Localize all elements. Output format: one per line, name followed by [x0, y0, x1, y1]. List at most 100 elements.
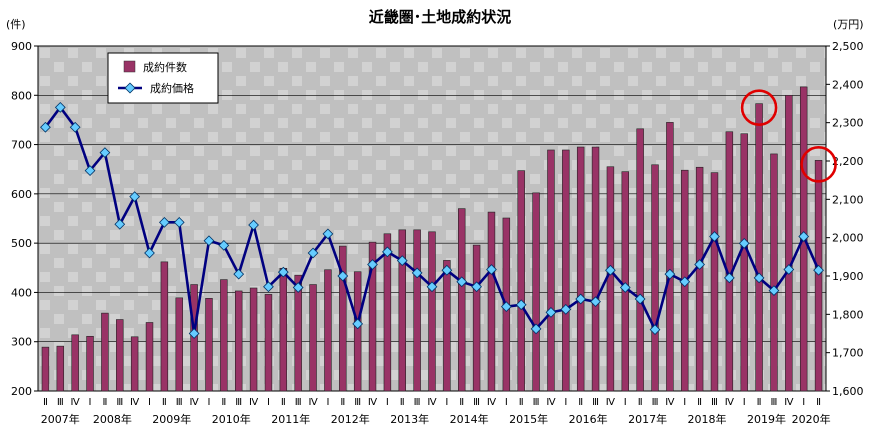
plot-texture-cell [180, 356, 190, 366]
bar [413, 229, 421, 392]
plot-texture-cell [306, 230, 316, 240]
plot-texture-cell [236, 216, 246, 226]
price-point [619, 282, 631, 293]
plot-texture-cell [292, 160, 302, 170]
plot-texture-cell [740, 104, 750, 114]
plot-texture-cell [390, 314, 400, 324]
bar [785, 94, 793, 392]
plot-texture-cell [474, 202, 484, 212]
plot-texture-cell [180, 244, 190, 254]
plot-texture-cell [530, 146, 540, 156]
legend: 成約件数 成約価格 [107, 52, 219, 104]
plot-texture-cell [628, 272, 638, 282]
quarter-label: Ⅰ [445, 397, 448, 408]
year-label: 2010年 [212, 412, 251, 426]
plot-texture-cell [446, 146, 456, 156]
plot-texture-cell [670, 118, 680, 128]
plot-texture-cell [614, 202, 624, 212]
bar [814, 160, 823, 392]
quarter-label: Ⅰ [505, 397, 508, 408]
legend-line-label: 成約価格 [150, 81, 194, 95]
plot-texture-cell [194, 202, 204, 212]
plot-texture-cell [432, 188, 442, 198]
plot-texture-cell [418, 286, 428, 296]
plot-texture-cell [488, 48, 498, 58]
plot-texture-cell [712, 132, 722, 142]
bar [458, 208, 466, 392]
plot-texture-cell [376, 188, 386, 198]
price-point [40, 121, 51, 133]
plot-texture-cell [824, 76, 826, 86]
right-axis-tick-label: 2,200 [832, 155, 864, 168]
plot-texture-cell [656, 48, 666, 58]
year-label: 2017年 [628, 412, 667, 426]
right-axis-unit: (万円) [833, 18, 864, 31]
plot-texture-cell [54, 230, 64, 240]
plot-texture-cell [194, 174, 204, 184]
plot-texture-cell [40, 132, 50, 142]
plot-texture-cell [740, 48, 750, 58]
plot-texture-cell [418, 370, 428, 380]
plot-texture-cell [54, 202, 64, 212]
plot-texture-cell [824, 384, 826, 391]
plot-texture-cell [264, 160, 274, 170]
plot-texture-cell [250, 146, 260, 156]
plot-texture-cell [166, 314, 176, 324]
plot-texture-cell [236, 160, 246, 170]
plot-texture-cell [726, 118, 736, 128]
quarter-label: Ⅳ [784, 397, 794, 408]
plot-texture-cell [600, 272, 610, 282]
price-point [723, 272, 735, 284]
plot-texture-cell [68, 48, 78, 58]
plot-texture-cell [362, 258, 372, 268]
plot-texture-cell [376, 132, 386, 142]
right-axis-tick-label: 1,900 [832, 270, 864, 283]
plot-texture-cell [446, 118, 456, 128]
price-point [515, 299, 527, 311]
plot-texture-cell [306, 146, 316, 156]
plot-texture-cell [68, 328, 78, 338]
plot-texture-cell [124, 216, 134, 226]
plot-texture-cell [796, 76, 806, 86]
bar [710, 172, 719, 392]
quarter-label: Ⅱ [578, 397, 583, 408]
quarter-label: Ⅳ [665, 397, 675, 408]
plot-texture-cell [110, 230, 120, 240]
plot-texture-cell [600, 160, 610, 170]
price-point [411, 267, 423, 279]
bar [101, 312, 109, 392]
quarter-label: Ⅲ [771, 397, 778, 408]
plot-texture-cell [348, 244, 358, 254]
price-point [218, 239, 230, 251]
right-axis-tick-label: 1,600 [832, 385, 864, 398]
bar [547, 149, 555, 392]
plot-texture-cell [642, 202, 652, 212]
plot-texture-cell [684, 132, 694, 142]
plot-texture-cell [222, 174, 232, 184]
quarter-label: Ⅱ [102, 397, 107, 408]
quarter-label: Ⅲ [592, 397, 599, 408]
plot-texture-cell [82, 62, 92, 72]
year-label: 2020年 [792, 412, 831, 426]
plot-texture-cell [600, 48, 610, 58]
plot-texture-cell [502, 118, 512, 128]
plot-texture-cell [194, 370, 204, 380]
year-label: 2009年 [152, 412, 191, 426]
plot-texture-cell [628, 160, 638, 170]
plot-texture-cell [334, 342, 344, 352]
quarter-label: Ⅲ [176, 397, 183, 408]
plot-texture-cell [432, 132, 442, 142]
quarter-label: Ⅱ [697, 397, 702, 408]
plot-texture-cell [292, 48, 302, 58]
plot-texture-cell [404, 104, 414, 114]
plot-texture-cell [390, 286, 400, 296]
quarter-label: Ⅱ [221, 397, 226, 408]
plot-texture-cell [208, 188, 218, 198]
plot-texture-cell [208, 104, 218, 114]
plot-texture-cell [502, 202, 512, 212]
plot-texture-cell [320, 188, 330, 198]
plot-texture-cell [222, 118, 232, 128]
plot-texture-cell [124, 272, 134, 282]
plot-texture-cell [684, 104, 694, 114]
plot-texture-cell [194, 314, 204, 324]
